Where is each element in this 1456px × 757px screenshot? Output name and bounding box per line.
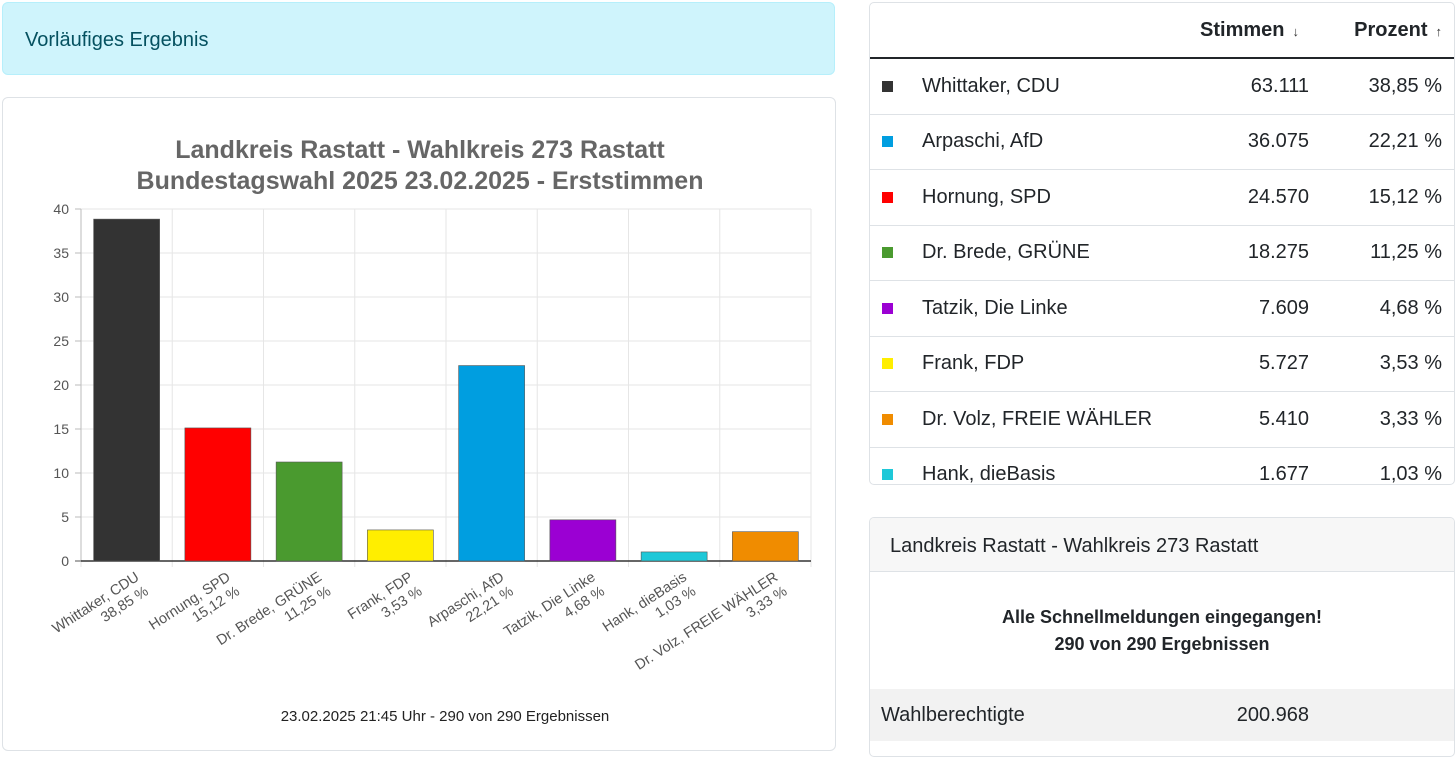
- bar-0[interactable]: [93, 218, 160, 562]
- party-color-swatch: [882, 191, 893, 203]
- candidate-name: Frank, FDP: [908, 336, 1158, 392]
- percent-header-label: Prozent: [1354, 18, 1428, 41]
- candidate-votes: 7.609: [1158, 280, 1309, 337]
- color-cell: [870, 447, 908, 484]
- y-tick-label: 10: [53, 465, 69, 481]
- bar-5[interactable]: [549, 519, 617, 562]
- eligible-voters-label: Wahlberechtigte: [881, 703, 1025, 726]
- party-color-swatch: [882, 358, 893, 370]
- candidate-percent: 3,53 %: [1309, 336, 1454, 392]
- sort-up-icon: ↑: [1435, 23, 1443, 39]
- candidate-percent: 11,25 %: [1309, 225, 1454, 281]
- results-table-card: Stimmen ↓ Prozent ↑ Whittaker, CDU 63.111 38…: [869, 2, 1455, 485]
- eligible-voters-row: Wahlberechtigte 200.968: [870, 689, 1454, 741]
- reporting-status-line2: 290 von 290 Ergebnissen: [1054, 634, 1270, 654]
- bar-2[interactable]: [275, 461, 343, 562]
- candidate-votes: 18.275: [1158, 225, 1309, 281]
- y-tick-label: 30: [53, 289, 69, 305]
- chart-title-line: Landkreis Rastatt - Wahlkreis 273 Rastat…: [175, 136, 665, 164]
- info-card-title: Landkreis Rastatt - Wahlkreis 273 Rastat…: [870, 518, 1454, 572]
- bar-7[interactable]: [732, 531, 799, 562]
- bar-1[interactable]: [184, 427, 252, 562]
- color-column-header: [870, 3, 908, 59]
- sort-down-icon: ↓: [1292, 23, 1300, 39]
- table-row: Hank, dieBasis 1.677 1,03 %: [870, 447, 1454, 485]
- votes-column-header[interactable]: Stimmen ↓: [1158, 3, 1309, 59]
- name-column-header: [908, 3, 1158, 59]
- color-cell: [870, 280, 908, 337]
- party-color-swatch: [882, 302, 893, 314]
- chart-title-line: Bundestagswahl 2025 23.02.2025 - Erststi…: [137, 167, 704, 195]
- candidate-percent: 4,68 %: [1309, 280, 1454, 337]
- y-tick-label: 25: [53, 333, 69, 349]
- table-row: Arpaschi, AfD 36.075 22,21 %: [870, 114, 1454, 170]
- color-cell: [870, 58, 908, 115]
- candidate-percent: 38,85 %: [1309, 58, 1454, 115]
- candidate-votes: 5.727: [1158, 336, 1309, 392]
- table-row: Dr. Volz, FREIE WÄHLER 5.410 3,33 %: [870, 391, 1454, 448]
- color-cell: [870, 225, 908, 281]
- info-card: Landkreis Rastatt - Wahlkreis 273 Rastat…: [869, 517, 1455, 757]
- y-tick-label: 35: [53, 245, 69, 261]
- candidate-votes: 1.677: [1258, 463, 1309, 485]
- candidate-votes: 36.075: [1158, 114, 1309, 170]
- candidate-name: Tatzik, Die Linke: [908, 280, 1158, 337]
- alert-text: Vorläufiges Ergebnis: [25, 29, 209, 51]
- bar-chart: Landkreis Rastatt - Wahlkreis 273 Rastat…: [50, 136, 812, 725]
- table-row: Dr. Brede, GRÜNE 18.275 11,25 %: [870, 225, 1454, 281]
- candidate-name: Dr. Volz, FREIE WÄHLER: [908, 391, 1158, 448]
- candidate-percent: 15,12 %: [1309, 169, 1454, 226]
- bar-4[interactable]: [458, 365, 525, 562]
- candidate-name: Hornung, SPD: [908, 169, 1158, 226]
- bar-6[interactable]: [640, 551, 708, 562]
- candidate-votes: 63.111: [1158, 58, 1309, 115]
- table-row: Tatzik, Die Linke 7.609 4,68 %: [870, 280, 1454, 337]
- color-cell: [870, 336, 908, 392]
- chart-footnote: 23.02.2025 21:45 Uhr - 290 von 290 Ergeb…: [281, 708, 610, 725]
- candidate-percent: 22,21 %: [1309, 114, 1454, 170]
- candidate-name: Arpaschi, AfD: [908, 114, 1158, 170]
- category-name: Dr. Volz, FREIE WÄHLER: [632, 568, 781, 673]
- bar-3[interactable]: [367, 529, 434, 562]
- table-header-row: Stimmen ↓ Prozent ↑: [870, 3, 1454, 59]
- candidate-name: Hank, dieBasis: [922, 463, 1056, 485]
- eligible-voters-value: 200.968: [1236, 703, 1309, 726]
- y-tick-label: 15: [53, 421, 69, 437]
- reporting-status-line1: Alle Schnellmeldungen eingegangen!: [1001, 607, 1323, 627]
- color-cell: [870, 391, 908, 448]
- table-row: Hornung, SPD 24.570 15,12 %: [870, 169, 1454, 226]
- party-color-swatch: [882, 247, 893, 259]
- party-color-swatch: [882, 136, 893, 148]
- candidate-percent: 3,33 %: [1309, 391, 1454, 448]
- color-cell: [870, 169, 908, 226]
- candidate-votes: 5.410: [1158, 391, 1309, 448]
- reporting-status: Alle Schnellmeldungen eingegangen! 290 v…: [870, 572, 1454, 689]
- party-color-swatch: [882, 80, 893, 92]
- y-tick-label: 40: [53, 201, 69, 217]
- candidate-votes: 24.570: [1158, 169, 1309, 226]
- party-color-swatch: [882, 413, 893, 425]
- results-table: Stimmen ↓ Prozent ↑ Whittaker, CDU 63.111 38…: [870, 3, 1454, 485]
- votes-header-label: Stimmen: [1200, 18, 1285, 41]
- party-color-swatch: [882, 469, 893, 481]
- y-tick-label: 0: [61, 553, 69, 569]
- candidate-percent: 1,03 %: [1379, 463, 1442, 485]
- y-tick-label: 20: [53, 377, 69, 393]
- y-tick-label: 5: [61, 509, 69, 525]
- chart-card: Landkreis Rastatt - Wahlkreis 273 Rastat…: [2, 97, 836, 751]
- table-row: Frank, FDP 5.727 3,53 %: [870, 336, 1454, 392]
- candidate-name: Dr. Brede, GRÜNE: [908, 225, 1158, 281]
- percent-column-header[interactable]: Prozent ↑: [1309, 3, 1454, 59]
- preliminary-result-alert: Vorläufiges Ergebnis: [2, 2, 835, 75]
- color-cell: [870, 114, 908, 170]
- table-row: Whittaker, CDU 63.111 38,85 %: [870, 58, 1454, 115]
- candidate-name: Whittaker, CDU: [908, 58, 1158, 115]
